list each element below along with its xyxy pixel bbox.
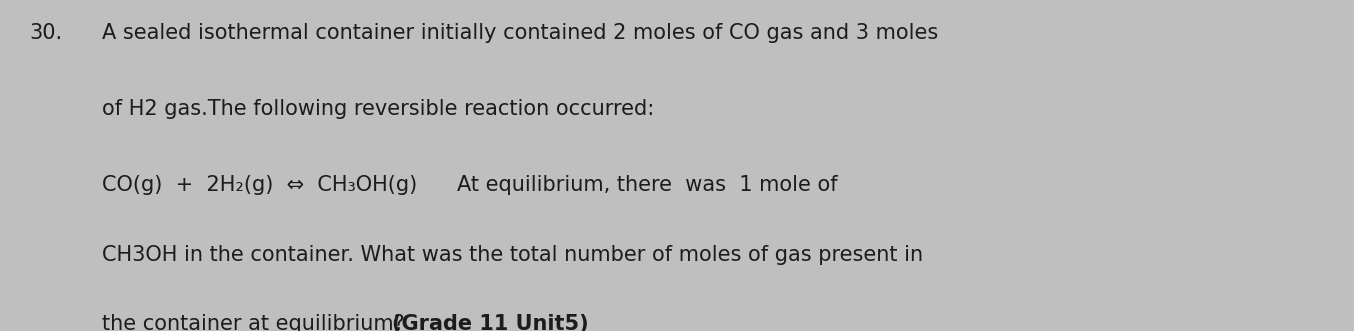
Text: the container at equilibrium?: the container at equilibrium? [102,314,410,331]
Text: (Grade 11 Unit5): (Grade 11 Unit5) [393,314,589,331]
Text: of H2 gas.The following reversible reaction occurred:: of H2 gas.The following reversible react… [102,99,654,119]
Text: 30.: 30. [30,23,62,43]
Text: A sealed isothermal container initially contained 2 moles of CO gas and 3 moles: A sealed isothermal container initially … [102,23,938,43]
Text: CH3OH in the container. What was the total number of moles of gas present in: CH3OH in the container. What was the tot… [102,245,922,265]
Text: CO(g)  +  2H₂(g)  ⇔  CH₃OH(g)      At equilibrium, there  was  1 mole of: CO(g) + 2H₂(g) ⇔ CH₃OH(g) At equilibrium… [102,175,837,195]
